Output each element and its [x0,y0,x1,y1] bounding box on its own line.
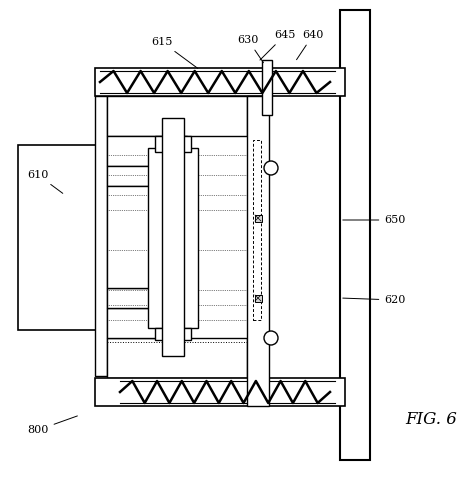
Bar [107,166,157,186]
Text: 645: 645 [260,30,296,60]
Bar [155,328,191,340]
Text: 630: 630 [237,35,263,62]
Bar [107,308,187,338]
Bar [340,10,370,460]
Bar [107,96,247,136]
Bar [107,288,157,308]
Circle shape [264,331,278,345]
Bar [255,215,262,222]
Bar [107,136,187,166]
Bar [148,148,198,328]
Text: 640: 640 [297,30,324,60]
Bar [247,96,269,406]
Circle shape [264,161,278,175]
Text: 620: 620 [343,295,406,305]
Text: 800: 800 [27,416,77,435]
Text: 610: 610 [27,170,63,193]
Bar [253,140,261,320]
Bar [155,136,191,152]
Bar [18,145,98,330]
Bar [255,295,262,302]
Bar [107,186,157,288]
Text: 650: 650 [343,215,406,225]
Bar [107,136,247,342]
Text: FIG. 6: FIG. 6 [405,411,457,428]
Text: 615: 615 [151,37,198,68]
Bar [162,118,184,356]
Bar [95,68,345,96]
Bar [107,338,247,378]
Bar [95,378,345,406]
Bar [262,60,272,115]
Bar [95,96,107,376]
